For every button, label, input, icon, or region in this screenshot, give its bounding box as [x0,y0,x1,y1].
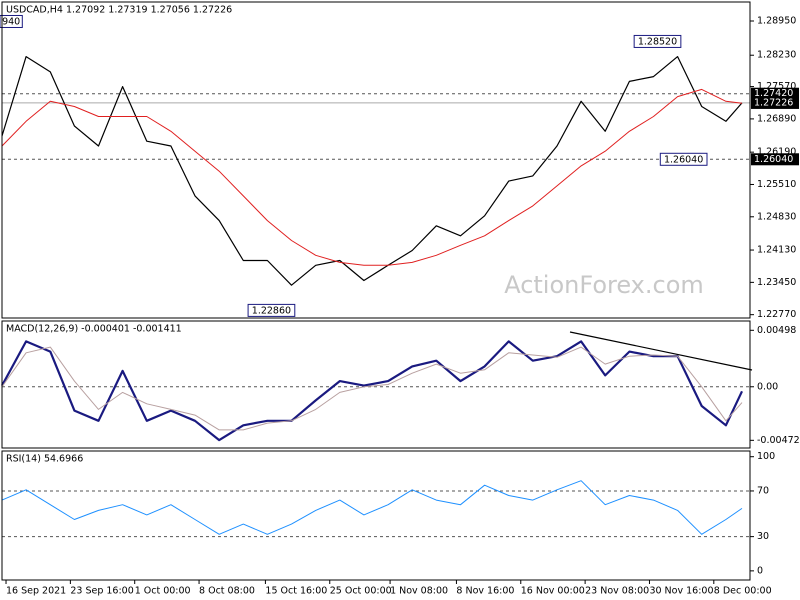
price-label: 1.28520 [638,36,677,47]
x-tick-label: 23 Sep 16:00 [70,586,133,597]
x-tick-label: 8 Oct 08:00 [199,586,255,597]
y-tick-label: 1.24130 [757,245,796,256]
y-tick-label: 1.25510 [757,179,796,190]
y-tick-label: 70 [757,485,769,496]
panel-title: MACD(12,26,9) -0.000401 -0.001411 [6,324,182,335]
x-tick-label: 15 Oct 16:00 [265,586,327,597]
panel-frame [1,1,751,319]
y-tick-label: -0.004723 [757,435,800,446]
y-tick-label: 1.26890 [757,113,796,124]
x-tick-label: 30 Nov 16:00 [649,586,713,597]
trend-line [569,331,753,371]
price-label-box [659,152,708,166]
y-tick-label: 30 [757,531,769,542]
price-label: 940 [2,16,20,27]
x-tick-label: 8 Nov 16:00 [456,586,514,597]
level-label: 1.27420 [754,88,793,99]
series-line [1,56,743,286]
price-label: 1.22860 [252,305,291,316]
watermark: ActionForex.com [504,271,704,299]
level-label-box [751,87,799,100]
level-label-box [751,96,799,109]
panel-title: USDCAD,H4 1.27092 1.27319 1.27056 1.2722… [6,5,232,16]
y-tick-label: 1.28950 [757,16,796,27]
price-label-box [0,14,23,28]
x-tick-label: 16 Sep 2021 [6,586,66,597]
x-tick-label: 16 Nov 00:00 [521,586,585,597]
panel-frame [1,320,751,449]
series-line [1,340,743,442]
y-tick-label: 1.22770 [757,309,796,320]
x-tick-label: 1 Nov 08:00 [390,586,448,597]
x-tick-label: 25 Oct 00:00 [330,586,392,597]
y-tick-label: 1.27570 [757,81,796,92]
y-tick-label: 1.24830 [757,211,796,222]
y-tick-label: 0.00 [757,381,778,392]
y-tick-label: 1.26190 [757,147,796,158]
panel-title: RSI(14) 54.6966 [6,454,83,465]
price-label-box [247,303,296,317]
y-tick-label: 100 [757,451,775,462]
level-label-box [751,153,799,166]
x-tick-label: 1 Oct 00:00 [135,586,191,597]
y-tick-label: 1.28230 [757,50,796,61]
y-tick-label: 0.00498 [757,325,796,336]
panel-frame [1,450,751,581]
series-line [1,480,743,535]
x-tick-label: 23 Nov 08:00 [585,586,649,597]
price-label: 1.26040 [664,154,703,165]
y-tick-label: 1.23450 [757,277,796,288]
series-line [1,346,743,431]
level-label: 1.26040 [754,154,793,165]
y-tick-label: 0 [757,565,763,576]
x-tick-label: 8 Dec 00:00 [714,586,772,597]
price-label-box [633,34,682,48]
series-line [1,88,743,266]
level-label: 1.27226 [754,97,793,108]
